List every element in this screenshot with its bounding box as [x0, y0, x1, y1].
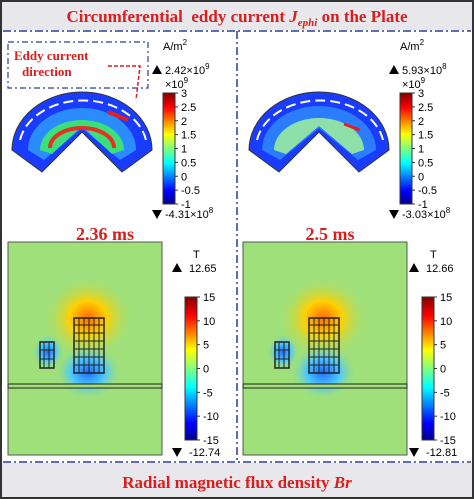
time-label: 2.36 ms: [76, 224, 134, 244]
colorbar-tick-label: 0: [440, 364, 446, 376]
max-label: 5.93×108: [402, 62, 447, 77]
multiplier-base: ×10: [165, 79, 184, 91]
colorbar-tick-label: 0.5: [418, 157, 433, 169]
colorbar-tick-label: -5: [203, 387, 213, 399]
colorbar-tick-label: -0.5: [418, 185, 437, 197]
colorbar-tick-label: 10: [203, 316, 215, 328]
unit-label: A/m2: [163, 38, 188, 53]
title-band: [2, 2, 472, 30]
colorbar-tick-label: -15: [440, 435, 456, 447]
title-symbol: J: [288, 7, 298, 26]
colorbar-tick-label: 1.5: [418, 130, 433, 142]
colorbar-tick-label: 0: [181, 171, 187, 183]
min-marker: [389, 210, 399, 219]
max-label-base: 2.42×10: [165, 65, 205, 77]
max-marker: [389, 65, 399, 74]
annotation-line: direction: [22, 64, 72, 79]
title-suffix: on the Plate: [317, 7, 408, 26]
footer-text: Radial magnetic flux density: [122, 473, 334, 492]
min-label: -12.74: [189, 447, 220, 459]
colorbar-tick-label: 0: [203, 364, 209, 376]
footer-title: Radial magnetic flux density Br: [122, 473, 352, 492]
min-marker: [409, 448, 419, 457]
colorbar-tick-label: 2: [181, 116, 187, 128]
min-label-exp: 8: [209, 206, 214, 215]
colorbar-tick-label: -1: [418, 199, 428, 211]
multiplier-exp: 9: [421, 76, 426, 85]
footer-band: [2, 463, 472, 497]
title-subscript: ephi: [298, 17, 319, 29]
unit-label-base: A/m: [400, 41, 420, 53]
annotation-arrow: [108, 65, 141, 101]
title-text: Circumferential eddy current: [66, 7, 289, 26]
colorbar-tick-label: 15: [440, 292, 452, 304]
max-label-exp: 9: [205, 62, 210, 71]
colorbar-tick-label: 2: [418, 116, 424, 128]
colorbar-tick-label: -0.5: [181, 185, 200, 197]
min-label: -12.81: [426, 447, 457, 459]
min-label-base: -4.31×10: [165, 209, 209, 221]
colorbar-tick-label: 2.5: [181, 102, 196, 114]
annotation: Eddy current direction: [14, 48, 89, 79]
colorbar-tick-label: 0.5: [181, 157, 196, 169]
multiplier: ×109: [165, 76, 189, 91]
colorbar-tick-label: -10: [203, 411, 219, 423]
title: Circumferential eddy current Jephi on th…: [66, 7, 408, 29]
colorbar: [162, 92, 176, 205]
colorbar-tick-label: -1: [181, 199, 191, 211]
time-label: 2.5 ms: [306, 224, 355, 244]
multiplier-base: ×10: [402, 79, 421, 91]
field-image: [7, 241, 163, 456]
colorbar-tick-label: -5: [440, 387, 450, 399]
colorbar-tick-label: -15: [203, 435, 219, 447]
annotation-box: [7, 41, 149, 89]
multiplier-exp: 9: [184, 76, 189, 85]
max-label-base: 5.93×10: [402, 65, 442, 77]
colorbar-tick-label: 1: [418, 144, 424, 156]
unit-label: T: [193, 249, 200, 261]
unit-label-exp: 2: [183, 38, 188, 47]
colorbar-tick-label: 10: [440, 316, 452, 328]
annotation-line: Eddy current: [14, 48, 89, 63]
min-label-base: -3.03×10: [402, 209, 446, 221]
min-marker: [172, 448, 182, 457]
colorbar-tick-label: 1: [181, 144, 187, 156]
min-label: -3.03×108: [402, 206, 451, 221]
max-marker: [409, 263, 419, 272]
max-label-exp: 8: [442, 62, 447, 71]
unit-label: A/m2: [400, 38, 425, 53]
min-marker: [152, 210, 162, 219]
footer-symbol: Br: [333, 473, 352, 492]
colorbar-tick-label: 5: [440, 340, 446, 352]
colorbar-tick-label: 1.5: [181, 130, 196, 142]
max-label: 2.42×109: [165, 62, 210, 77]
colorbar-tick-label: 3: [181, 88, 187, 100]
plate-image: [11, 91, 153, 173]
colorbar-tick-label: -10: [440, 411, 456, 423]
colorbar: [184, 296, 198, 441]
unit-label-base: A/m: [163, 41, 183, 53]
max-label: 12.65: [189, 263, 217, 275]
max-marker: [152, 65, 162, 74]
multiplier: ×109: [402, 76, 426, 91]
colorbar-tick-label: 15: [203, 292, 215, 304]
colorbar: [421, 296, 435, 441]
max-label: 12.66: [426, 263, 454, 275]
colorbar: [399, 92, 413, 205]
field-image: [242, 241, 408, 456]
colorbar-tick-label: 3: [418, 88, 424, 100]
unit-label: T: [430, 249, 437, 261]
colorbar-tick-label: 2.5: [418, 102, 433, 114]
colorbar-tick-label: 0: [418, 171, 424, 183]
unit-label-exp: 2: [420, 38, 425, 47]
min-label-exp: 8: [446, 206, 451, 215]
plate-image: [248, 91, 390, 173]
min-label: -4.31×108: [165, 206, 214, 221]
colorbar-tick-label: 5: [203, 340, 209, 352]
max-marker: [172, 263, 182, 272]
